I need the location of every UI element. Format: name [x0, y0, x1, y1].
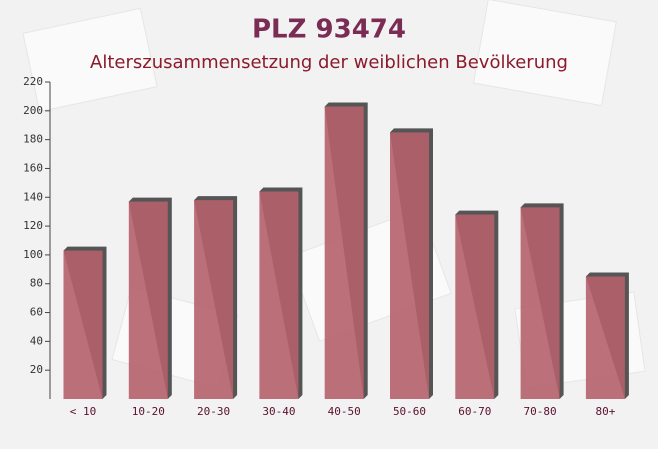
y-tick-label: 100	[23, 248, 43, 261]
bar	[128, 201, 168, 399]
y-tick-label: 80	[30, 277, 43, 290]
x-tick-label: 70-80	[524, 405, 557, 418]
x-tick-label: 60-70	[458, 405, 491, 418]
y-tick-label: 60	[30, 306, 43, 319]
chart-title: PLZ 93474	[252, 15, 406, 45]
y-tick-label: 180	[23, 133, 43, 146]
x-tick-label: 30-40	[262, 405, 295, 418]
x-tick-label: 20-30	[197, 405, 230, 418]
x-tick-label: 10-20	[132, 405, 165, 418]
y-tick-label: 40	[30, 334, 43, 347]
chart-subtitle: Alterszusammensetzung der weiblichen Bev…	[90, 52, 568, 73]
y-tick-label: 200	[23, 104, 43, 117]
x-tick-label: 80+	[595, 405, 615, 418]
y-tick-label: 120	[23, 219, 43, 232]
bar	[63, 250, 103, 399]
y-tick-label: 160	[23, 161, 43, 174]
x-tick-label: 40-50	[328, 405, 361, 418]
y-tick-label: 20	[30, 363, 43, 376]
x-tick-label: 50-60	[393, 405, 426, 418]
x-tick-label: < 10	[70, 405, 97, 418]
bar	[324, 106, 364, 399]
bar	[390, 132, 429, 399]
y-tick-label: 220	[23, 75, 43, 88]
bar	[585, 276, 625, 399]
bar	[455, 214, 495, 399]
bar	[520, 207, 560, 399]
bar	[194, 200, 234, 399]
bar	[259, 191, 299, 399]
y-tick-label: 140	[23, 190, 43, 203]
